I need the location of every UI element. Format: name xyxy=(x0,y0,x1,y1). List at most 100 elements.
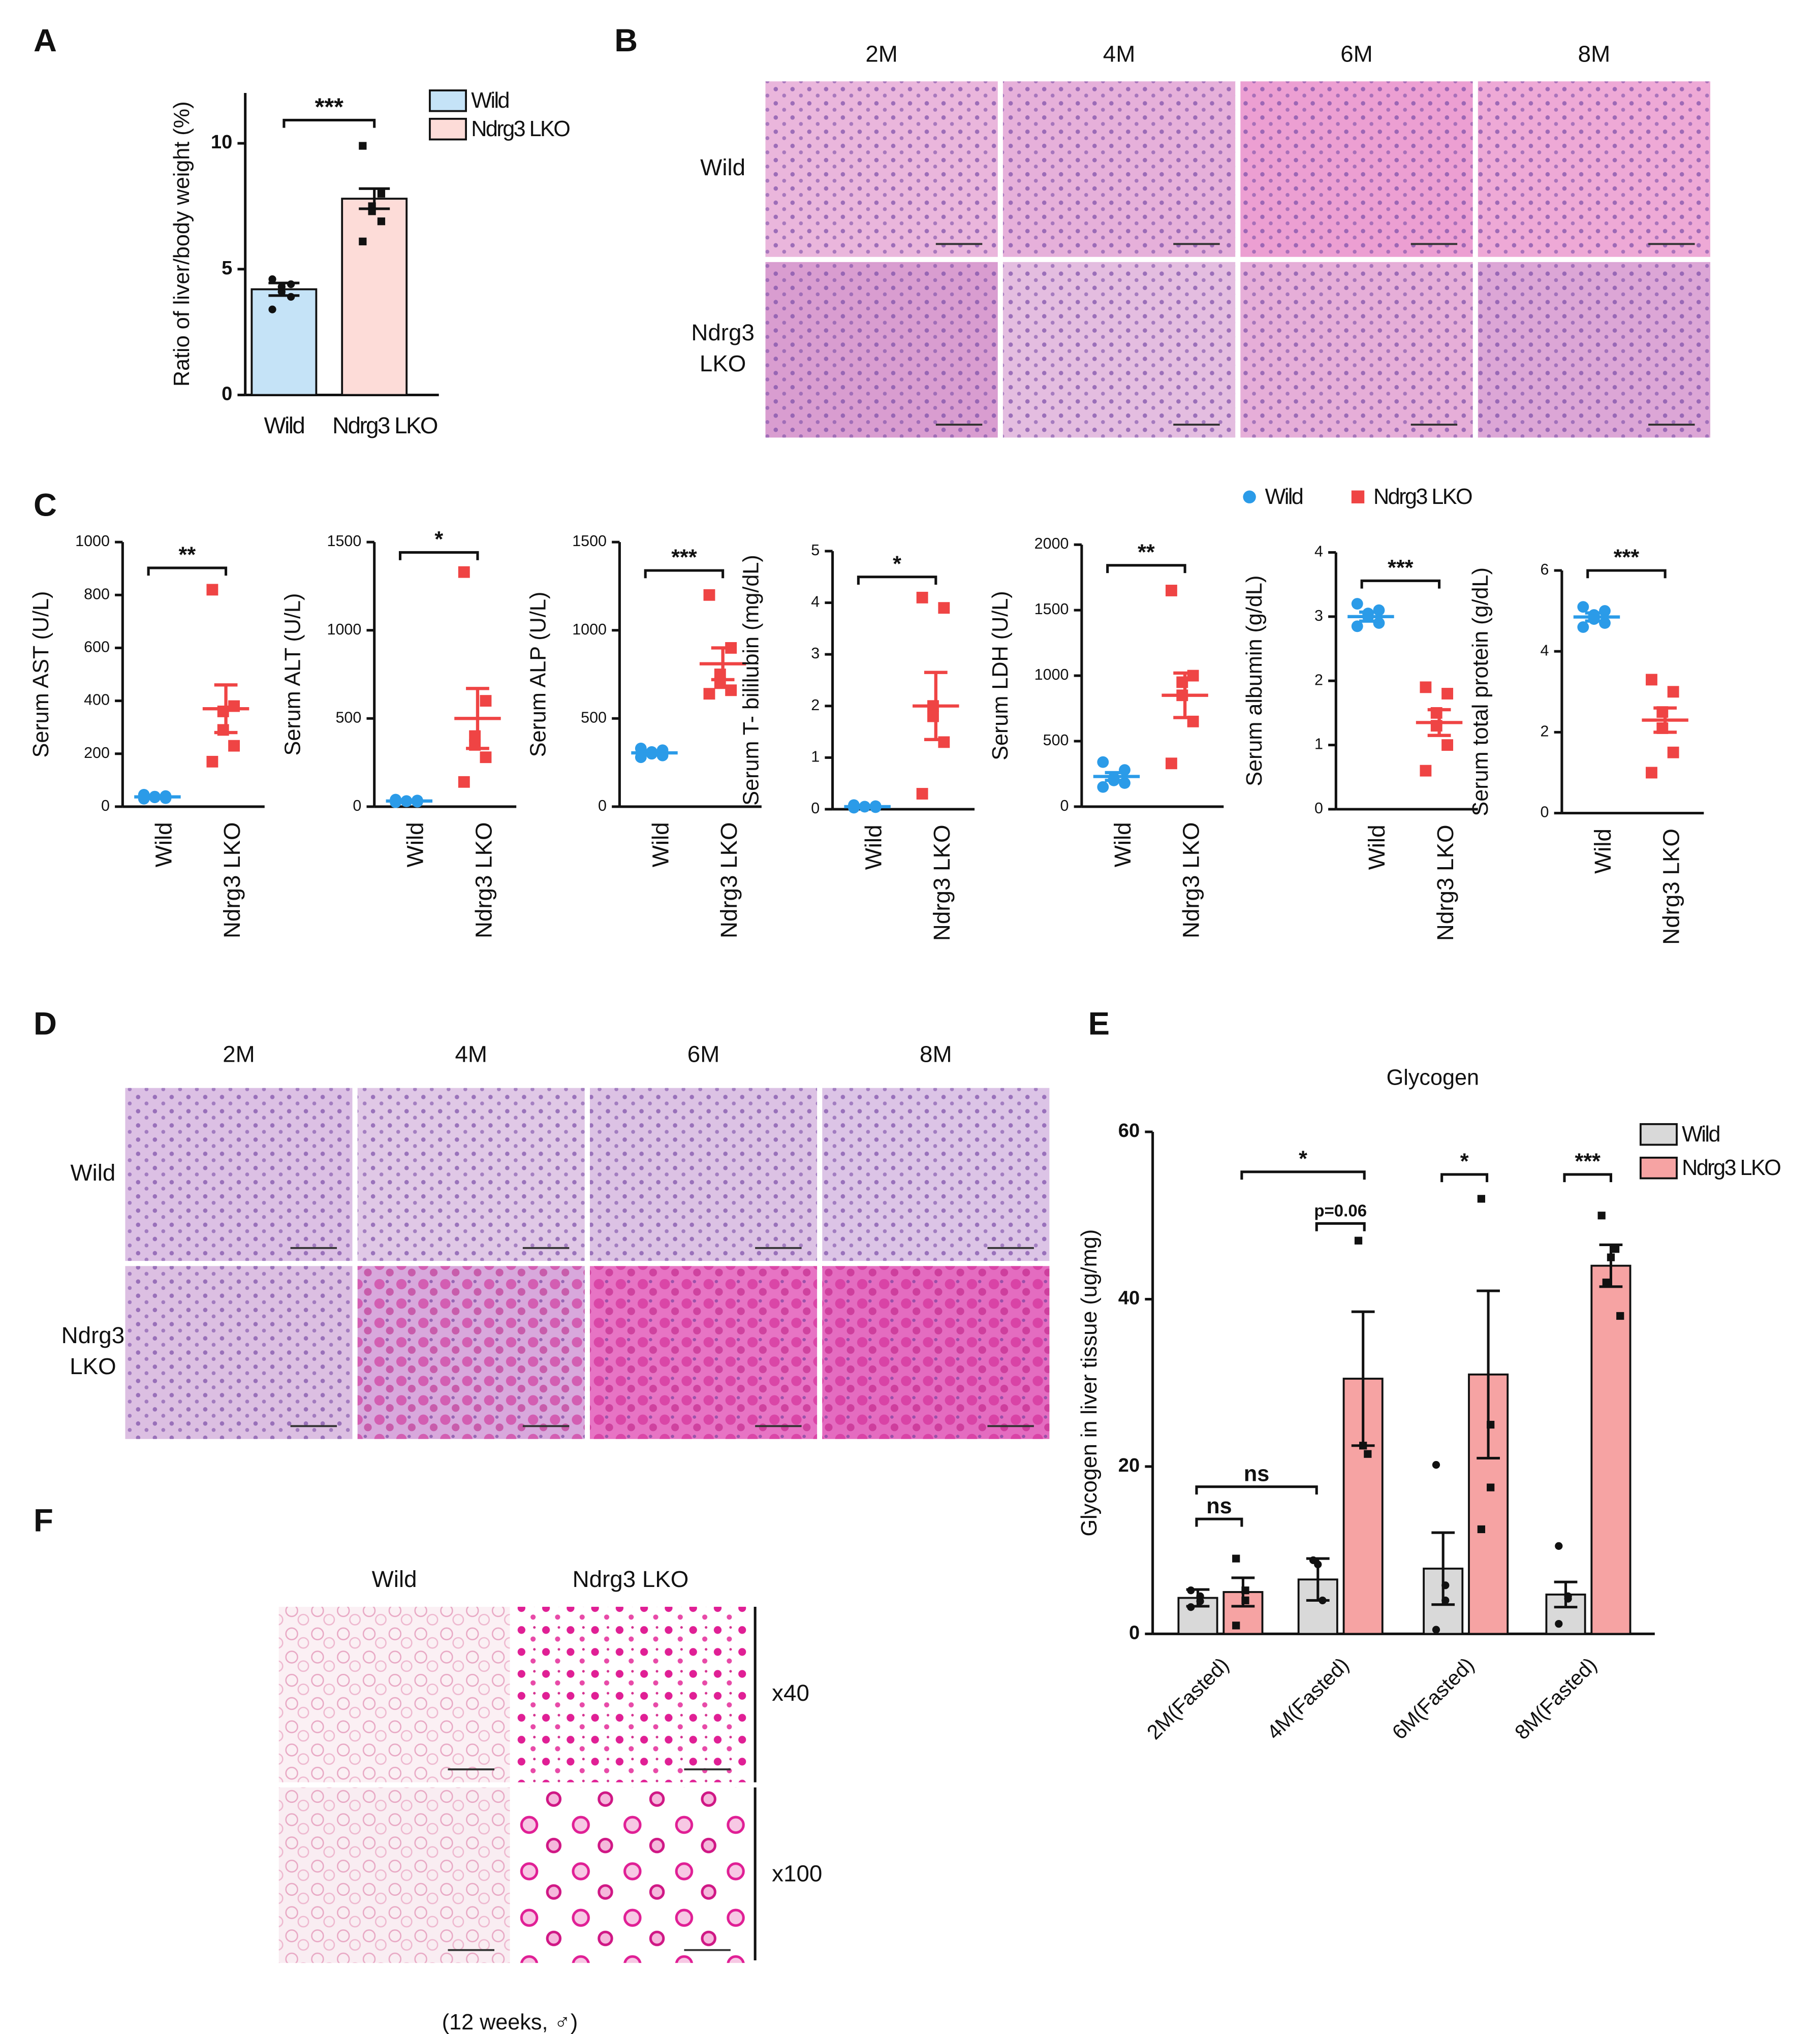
error-bar xyxy=(856,804,880,809)
legend-label: Wild xyxy=(471,88,509,113)
data-point xyxy=(359,237,367,245)
data-point xyxy=(1420,681,1432,693)
data-point xyxy=(1487,1420,1495,1429)
y-tick-label: 10 xyxy=(211,132,232,153)
data-point xyxy=(1441,688,1454,700)
y-tick-label: 500 xyxy=(581,709,607,726)
error-bar xyxy=(1431,1531,1455,1606)
data-point xyxy=(1196,1597,1204,1605)
y-axis-label: Serum AST (U/L) xyxy=(29,591,53,758)
error-bar xyxy=(1173,671,1197,719)
micrograph-texture xyxy=(278,1787,510,1963)
column-label: Ndrg3 LKO xyxy=(573,1566,689,1592)
y-tick-label: 800 xyxy=(84,585,110,602)
data-point xyxy=(458,776,470,788)
y-tick-label: 1 xyxy=(811,748,820,765)
data-point xyxy=(1314,1560,1322,1569)
y-tick-label: 60 xyxy=(1118,1120,1140,1141)
x-tick-label: Wild xyxy=(150,822,176,867)
data-point xyxy=(916,788,928,800)
y-tick-label: 40 xyxy=(1118,1288,1140,1309)
data-point xyxy=(1241,1586,1249,1595)
data-point xyxy=(1555,1542,1563,1550)
data-point xyxy=(1564,1595,1572,1603)
error-bar xyxy=(924,671,948,741)
data-point xyxy=(1241,1596,1249,1605)
x-tick-label: Ndrg3 LKO xyxy=(219,822,245,938)
data-point xyxy=(1599,605,1611,617)
data-point xyxy=(480,695,492,707)
significance-label: * xyxy=(1460,1149,1469,1173)
data-point xyxy=(1477,1525,1486,1534)
y-tick-label: 500 xyxy=(1043,732,1069,749)
micrograph-texture xyxy=(1240,262,1473,438)
column-label: 8M xyxy=(920,1041,952,1067)
column-label: 8M xyxy=(1578,41,1611,67)
panel-label: F xyxy=(34,1503,53,1539)
micrograph-texture xyxy=(1002,262,1236,438)
significance-label: *** xyxy=(315,93,344,120)
y-tick-label: 1 xyxy=(1314,736,1323,753)
data-point xyxy=(1351,490,1365,503)
x-tick-label: Ndrg3 LKO xyxy=(716,822,742,938)
row-label: Ndrg3 xyxy=(61,1322,125,1348)
data-point xyxy=(1607,1253,1615,1261)
row-label: Ndrg3 xyxy=(691,320,755,345)
data-point xyxy=(1599,617,1611,629)
error-bar xyxy=(1359,610,1383,623)
micrograph-texture xyxy=(589,1266,818,1439)
significance-bracket xyxy=(147,566,228,576)
micrograph-texture xyxy=(822,1266,1050,1439)
data-point xyxy=(1373,604,1385,616)
bar xyxy=(1590,1264,1631,1635)
error-bar xyxy=(146,794,169,800)
data-point xyxy=(1166,585,1177,596)
data-point xyxy=(1243,490,1256,503)
data-point xyxy=(1351,598,1363,610)
y-tick-label: 4 xyxy=(811,593,820,611)
error-bar xyxy=(643,749,666,756)
column-label: 6M xyxy=(687,1041,720,1067)
legend-label: Ndrg3 LKO xyxy=(1373,485,1472,509)
significance-label: * xyxy=(893,552,901,576)
micrograph-texture xyxy=(1478,262,1711,438)
y-tick-label: 1000 xyxy=(75,532,110,550)
chart-title: Glycogen xyxy=(1387,1065,1479,1090)
micrograph-texture xyxy=(765,262,998,438)
y-tick-label: 0 xyxy=(811,800,820,817)
data-point xyxy=(703,688,715,700)
data-point xyxy=(1477,1195,1486,1203)
y-tick-label: 4 xyxy=(1314,543,1323,560)
y-axis-label: Serum total protein (g/dL) xyxy=(1468,567,1493,816)
data-point xyxy=(1364,1450,1372,1458)
data-point xyxy=(1097,781,1109,793)
y-tick-label: 1000 xyxy=(572,621,607,638)
error-bar xyxy=(1599,1243,1623,1288)
y-axis-label: Serum albumin (g/dL) xyxy=(1242,576,1267,786)
x-tick-label: Ndrg3 LKO xyxy=(1178,822,1204,938)
significance-label: *** xyxy=(1388,556,1414,580)
data-point xyxy=(703,589,715,601)
y-tick-label: 4 xyxy=(1541,642,1549,659)
data-point xyxy=(287,293,295,301)
legend-swatch xyxy=(1639,1157,1678,1180)
legend-swatch xyxy=(429,117,467,141)
data-point xyxy=(368,207,376,215)
error-bar xyxy=(466,687,489,750)
column-label: Wild xyxy=(372,1566,417,1592)
data-point xyxy=(1646,674,1657,686)
panel-label: E xyxy=(1088,1006,1110,1042)
x-tick-label: 2M(Fasted) xyxy=(1142,1653,1233,1744)
data-point xyxy=(1351,620,1363,632)
y-tick-label: 20 xyxy=(1118,1455,1140,1476)
panel-label: A xyxy=(34,23,57,58)
y-axis-label: Serum LDH (U/L) xyxy=(988,591,1013,760)
y-tick-label: 1500 xyxy=(572,532,607,550)
y-tick-label: 2 xyxy=(1314,671,1323,688)
data-point xyxy=(1166,757,1177,770)
data-point xyxy=(1420,765,1432,777)
significance-bracket xyxy=(1195,1485,1318,1495)
data-point xyxy=(1611,1245,1620,1253)
row-label: LKO xyxy=(700,351,746,376)
